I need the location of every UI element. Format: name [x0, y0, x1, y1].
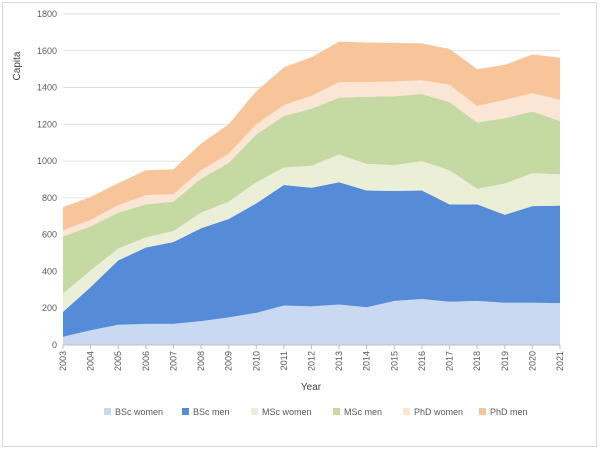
- y-tick-label: 1200: [37, 119, 57, 129]
- x-tick-label: 2020: [527, 351, 537, 371]
- y-axis-title: Capita: [12, 51, 23, 80]
- legend-item-phd-men: PhD men: [479, 407, 528, 417]
- legend-label: PhD men: [490, 407, 528, 417]
- area-bsc-men: [63, 182, 560, 337]
- y-tick-label: 1400: [37, 83, 57, 93]
- area-msc-men: [63, 93, 560, 294]
- y-tick-label: 600: [42, 230, 57, 240]
- x-tick-label: 2012: [307, 351, 317, 371]
- x-tick-label: 2018: [472, 351, 482, 371]
- legend-label: MSc women: [262, 407, 312, 417]
- x-tick-label: 2007: [168, 351, 178, 371]
- y-tick-label: 1800: [37, 9, 57, 19]
- legend-swatch: [251, 408, 258, 415]
- legend-swatch: [104, 408, 111, 415]
- legend-label: PhD women: [414, 407, 463, 417]
- legend-swatch: [479, 408, 486, 415]
- x-tick-label: 2009: [224, 351, 234, 371]
- area-bsc-women: [63, 299, 560, 345]
- legend: BSc women BSc men MSc women MSc men PhD wome…: [104, 407, 528, 417]
- y-tick-label: 0: [52, 340, 57, 350]
- x-tick-label: 2006: [141, 351, 151, 371]
- legend-item-bsc-men: BSc men: [182, 407, 230, 417]
- legend-swatch: [403, 408, 410, 415]
- y-tick-label: 400: [42, 266, 57, 276]
- series-areas: [63, 41, 560, 345]
- x-tick-label: 2005: [113, 351, 123, 371]
- x-tick-label: 2017: [445, 351, 455, 371]
- legend-swatch: [333, 408, 340, 415]
- x-tick-label: 2015: [389, 351, 399, 371]
- legend-label: BSc men: [193, 407, 230, 417]
- y-tick-label: 1000: [37, 156, 57, 166]
- y-tick-labels: 0 200 400 600 800 1000 1200 1400 1600 1800: [37, 9, 57, 350]
- area-phd-men: [63, 41, 560, 231]
- x-tick-label: 2021: [555, 351, 565, 371]
- x-tick-label: 2004: [86, 351, 96, 371]
- y-tick-label: 800: [42, 193, 57, 203]
- x-axis-title: Year: [301, 382, 322, 393]
- legend-item-phd-women: PhD women: [403, 407, 463, 417]
- y-tick-label: 200: [42, 303, 57, 313]
- legend-item-msc-men: MSc men: [333, 407, 382, 417]
- x-tick-label: 2010: [251, 351, 261, 371]
- x-tick-label: 2011: [279, 351, 289, 370]
- x-tick-label: 2019: [500, 351, 510, 371]
- legend-label: BSc women: [115, 407, 163, 417]
- x-tick-labels: 2003 2004 2005 2006 2007 2008 2009 2010 2011 2012…: [58, 345, 565, 371]
- legend-label: MSc men: [344, 407, 382, 417]
- legend-swatch: [182, 408, 189, 415]
- x-tick-label: 2013: [334, 351, 344, 371]
- area-msc-women: [63, 154, 560, 312]
- y-tick-label: 1600: [37, 46, 57, 56]
- legend-item-msc-women: MSc women: [251, 407, 312, 417]
- x-tick-label: 2014: [362, 351, 372, 371]
- legend-item-bsc-women: BSc women: [104, 407, 163, 417]
- x-tick-label: 2003: [58, 351, 68, 371]
- x-tick-label: 2008: [196, 351, 206, 371]
- x-tick-label: 2016: [417, 351, 427, 371]
